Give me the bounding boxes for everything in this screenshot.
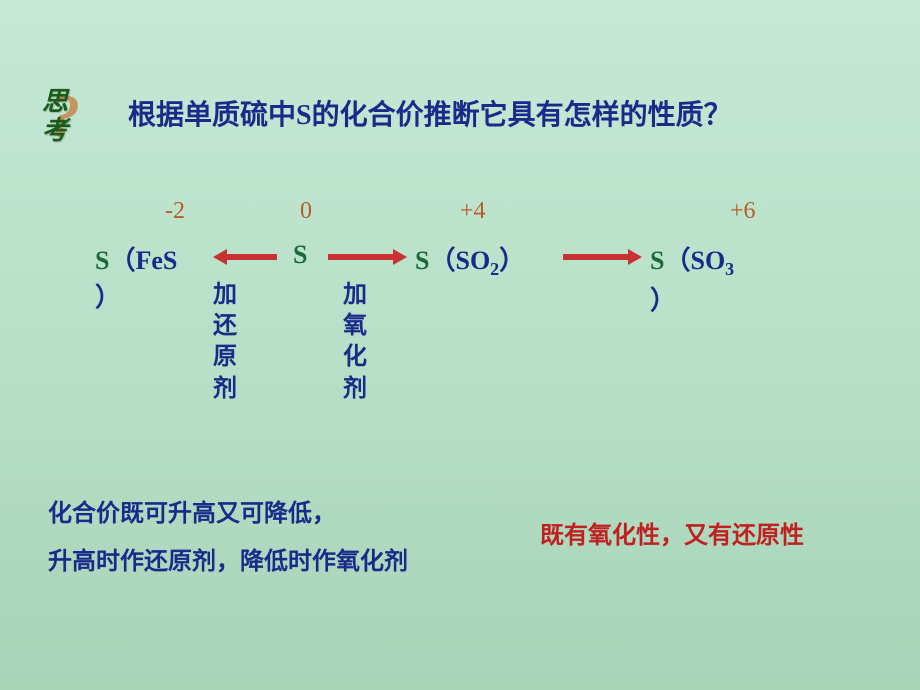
think-char-1: 思 xyxy=(42,88,68,117)
close-paren: ） xyxy=(499,246,525,275)
conclusion-left: 化合价既可升高又可降低， 升高时作还原剂，降低时作氧化剂 xyxy=(48,490,408,586)
vert-text: 加还原剂 xyxy=(213,282,237,402)
formula: SO xyxy=(690,246,725,275)
arrow-body xyxy=(563,254,628,260)
s-letter: S xyxy=(293,240,307,269)
close-paren: ） xyxy=(95,283,121,312)
species-2: S xyxy=(293,240,307,270)
subscript: 3 xyxy=(725,259,734,279)
arrow-head-icon xyxy=(393,249,407,265)
formula: FeS xyxy=(135,246,177,275)
conclusion-line-2: 升高时作还原剂，降低时作氧化剂 xyxy=(48,538,408,586)
question-text: 根据单质硫中S的化合价推断它具有怎样的性质？ xyxy=(128,95,848,137)
species-4: S（SO3 ） xyxy=(650,240,734,317)
arrow-head-icon xyxy=(213,249,227,265)
s-letter: S xyxy=(650,246,664,275)
formula: SO xyxy=(455,246,490,275)
arrow-body xyxy=(227,254,277,260)
open-paren: （ xyxy=(109,246,135,275)
ox-num-4: +6 xyxy=(730,198,756,225)
think-label: 思 考 xyxy=(42,88,68,145)
open-paren: （ xyxy=(664,246,690,275)
vert-text: 加氧化剂 xyxy=(343,282,367,402)
ox-num-3: +4 xyxy=(460,198,486,225)
vert-label-oxidizer: 加氧化剂 xyxy=(342,280,368,405)
subscript: 2 xyxy=(490,259,499,279)
species-3: S（SO2） xyxy=(415,240,525,280)
species-1: S（FeS ） xyxy=(95,240,177,314)
open-paren: （ xyxy=(429,246,455,275)
think-char-2: 考 xyxy=(42,117,68,146)
conclusion-line-1: 化合价既可升高又可降低， xyxy=(48,490,408,538)
s-letter: S xyxy=(95,246,109,275)
vert-label-reducer: 加还原剂 xyxy=(212,280,238,405)
close-paren: ） xyxy=(650,286,676,315)
ox-num-1: -2 xyxy=(165,198,185,225)
ox-num-2: 0 xyxy=(300,198,312,225)
arrow-head-icon xyxy=(628,249,642,265)
arrow-body xyxy=(328,254,393,260)
s-letter: S xyxy=(415,246,429,275)
conclusion-right: 既有氧化性，又有还原性 xyxy=(540,515,804,550)
